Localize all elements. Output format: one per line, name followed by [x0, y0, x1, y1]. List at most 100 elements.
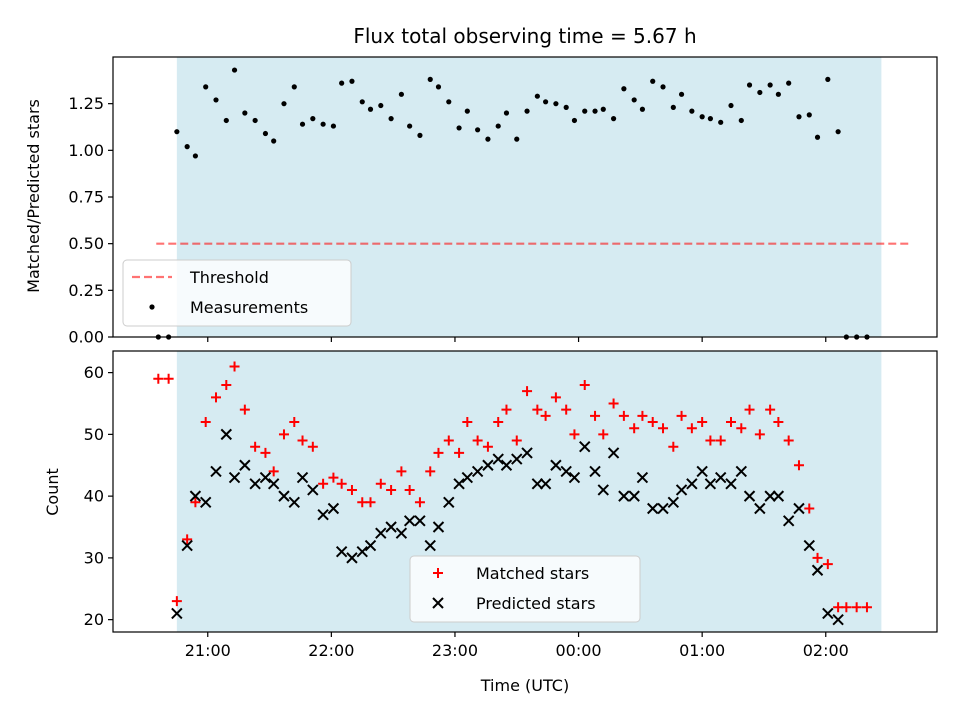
matched-point: [697, 417, 708, 428]
predicted-point: [579, 441, 591, 453]
measurement-point: [192, 153, 198, 159]
legend-label-predicted: Predicted stars: [476, 594, 596, 613]
measurement-point: [174, 129, 180, 135]
measurement-point: [534, 93, 540, 99]
y-tick-label: 50: [84, 425, 104, 444]
predicted-point: [628, 490, 640, 502]
predicted-point: [210, 465, 222, 478]
y-tick-label: 20: [84, 610, 104, 629]
predicted-point: [414, 515, 426, 527]
matched-point: [822, 559, 833, 570]
predicted-point: [317, 508, 329, 521]
measurement-point: [456, 125, 462, 131]
measurement-point: [571, 117, 578, 124]
matched-point: [522, 386, 533, 397]
predicted-point: [782, 515, 795, 527]
measurement-point: [610, 116, 617, 122]
measurement-point: [553, 101, 559, 107]
measurement-point: [388, 116, 394, 122]
matched-point: [229, 361, 240, 372]
panel-ratio: 0.00 0.25 0.50 0.75 1.00 1.25 Threshold Measure…: [68, 56, 938, 347]
matched-point: [182, 534, 193, 545]
top-y-axis-label: Matched/Predicted stars: [24, 99, 43, 293]
measurement-point: [621, 86, 627, 92]
measurement-point: [310, 116, 316, 122]
measurement-point: [670, 104, 676, 110]
predicted-point: [239, 459, 251, 471]
predicted-point: [560, 465, 572, 478]
matched-point: [472, 435, 483, 446]
matched-point: [715, 435, 726, 446]
measurement-point: [262, 130, 269, 137]
matched-point: [462, 417, 473, 428]
matched-point: [532, 404, 543, 415]
matched-point: [200, 417, 211, 428]
predicted-point: [171, 607, 183, 620]
x-tick-label: 00:00: [556, 641, 602, 660]
predicted-point: [395, 527, 408, 539]
predicted-point: [686, 478, 698, 490]
predicted-point: [725, 478, 737, 490]
y-tick-label: 0.00: [68, 328, 104, 347]
matched-point: [579, 379, 590, 390]
measurement-point: [639, 106, 646, 112]
matched-point: [190, 497, 201, 508]
measurement-point: [825, 76, 831, 82]
matched-point: [773, 417, 784, 428]
matched-point: [268, 466, 279, 477]
matched-point: [171, 596, 182, 607]
matched-point: [705, 435, 716, 446]
measurement-point: [600, 106, 606, 112]
measurement-point: [796, 114, 802, 120]
legend-matched-swatch: [433, 568, 443, 578]
measurement-point: [291, 84, 297, 90]
legend-measurements-swatch: [149, 304, 155, 310]
measurement-point: [689, 108, 695, 114]
x-tick-label: 22:00: [308, 641, 354, 660]
matched-point: [493, 417, 504, 428]
matched-point: [386, 484, 397, 495]
predicted-point: [589, 465, 601, 478]
matched-point: [307, 441, 318, 452]
measurement-point: [718, 119, 724, 125]
predicted-point: [743, 490, 756, 502]
predicted-point: [385, 521, 397, 533]
measurement-point: [707, 116, 714, 122]
predicted-point: [482, 459, 494, 471]
matched-point: [569, 429, 580, 440]
y-tick-label: 0.75: [68, 188, 104, 207]
matched-point: [754, 429, 765, 440]
matched-point: [726, 417, 736, 428]
matched-point: [375, 478, 386, 489]
predicted-point: [453, 478, 465, 490]
matched-point: [396, 466, 407, 477]
axes-frame: [112, 350, 938, 633]
predicted-point: [364, 539, 377, 552]
measurement-point: [435, 84, 442, 90]
matched-point: [239, 404, 250, 415]
matched-point: [793, 460, 804, 471]
matched-point: [336, 478, 347, 489]
y-tick-label: 40: [84, 487, 104, 506]
x-tick-label: 23:00: [432, 641, 478, 660]
matched-point: [598, 429, 609, 440]
legend: Matched stars Predicted stars: [409, 555, 641, 623]
matched-point: [550, 392, 561, 403]
measurement-point: [660, 84, 666, 90]
predicted-point: [249, 478, 261, 490]
chart-title: Flux total observing time = 5.67 h: [353, 24, 696, 48]
measurement-point: [271, 138, 277, 144]
measurement-point: [524, 108, 530, 114]
measurement-point: [631, 97, 637, 103]
measurement-point: [407, 123, 413, 129]
measurement-point: [252, 117, 258, 124]
legend-box: [122, 259, 352, 327]
matched-point: [297, 435, 308, 446]
measurement-point: [242, 110, 248, 116]
y-tick-label: 1.25: [68, 94, 104, 113]
predicted-point: [288, 496, 300, 509]
matched-point: [365, 497, 376, 508]
legend: Threshold Measurements: [122, 259, 352, 327]
matched-point: [221, 379, 232, 390]
